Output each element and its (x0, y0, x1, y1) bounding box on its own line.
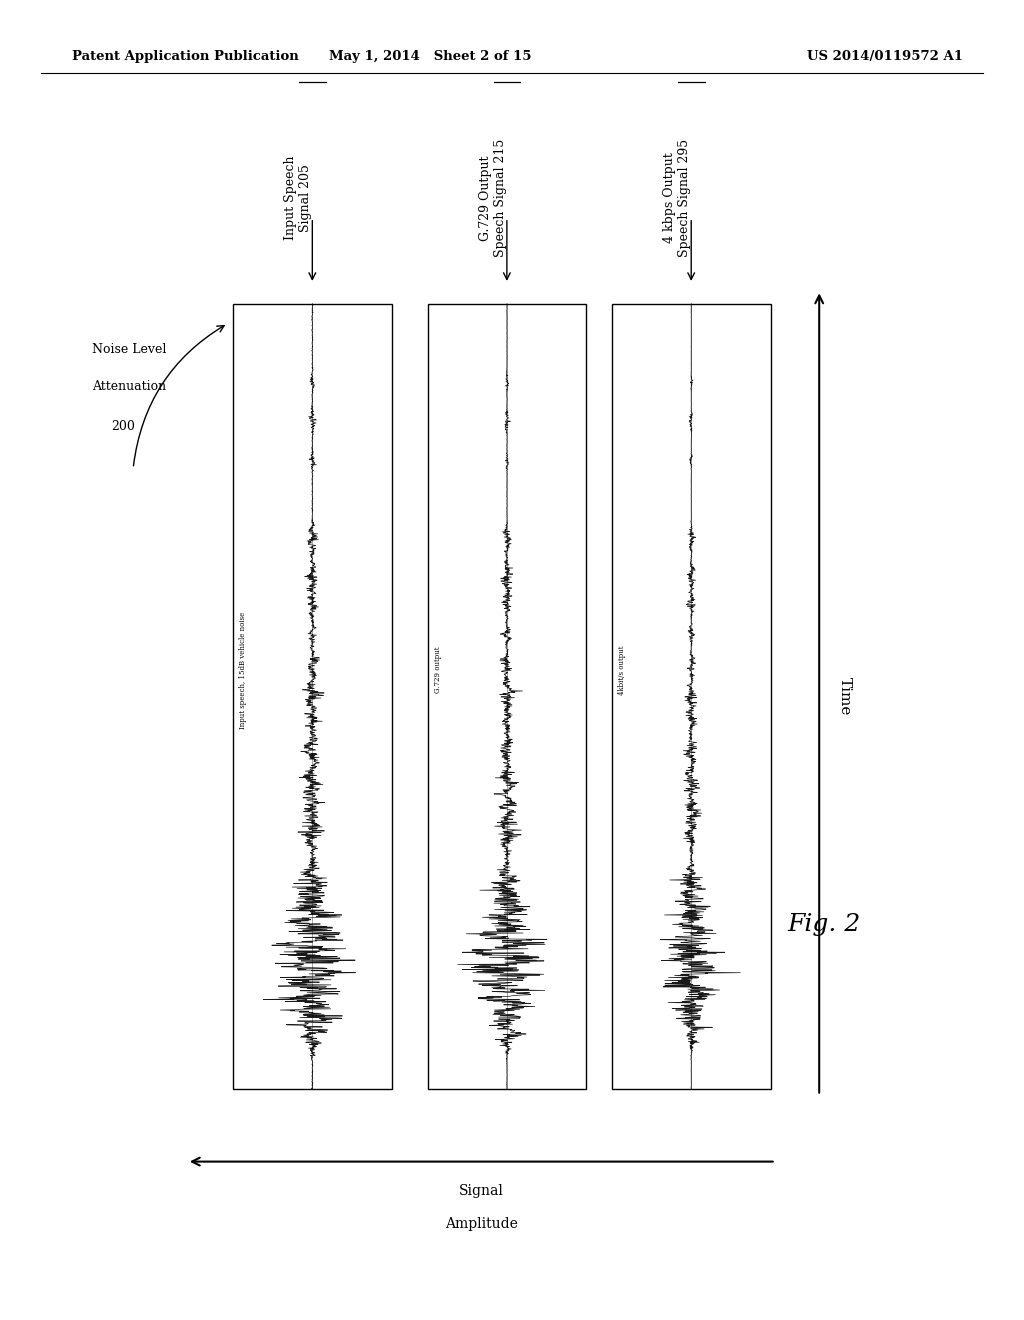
Text: 4 kbps Output
Speech Signal 295: 4 kbps Output Speech Signal 295 (664, 139, 691, 257)
Text: US 2014/0119572 A1: US 2014/0119572 A1 (807, 50, 963, 63)
Text: Signal: Signal (459, 1184, 504, 1197)
Text: Noise Level: Noise Level (92, 343, 167, 356)
Text: Input Speech
Signal 205: Input Speech Signal 205 (285, 156, 312, 240)
Bar (428, 304, 586, 1089)
Text: Input speech, 15dB vehicle noise: Input speech, 15dB vehicle noise (240, 611, 247, 729)
Text: G.729 Output
Speech Signal 215: G.729 Output Speech Signal 215 (479, 139, 507, 257)
Text: Time: Time (838, 677, 852, 715)
Bar (612, 304, 771, 1089)
Text: May 1, 2014   Sheet 2 of 15: May 1, 2014 Sheet 2 of 15 (329, 50, 531, 63)
Text: 4kbit/s output: 4kbit/s output (618, 645, 626, 694)
Text: Amplitude: Amplitude (444, 1217, 518, 1230)
Text: Attenuation: Attenuation (92, 380, 166, 393)
Text: 200: 200 (111, 420, 135, 433)
Text: G.729 output: G.729 output (434, 647, 441, 693)
Text: Patent Application Publication: Patent Application Publication (72, 50, 298, 63)
Text: Fig. 2: Fig. 2 (787, 912, 861, 936)
Bar (232, 304, 391, 1089)
